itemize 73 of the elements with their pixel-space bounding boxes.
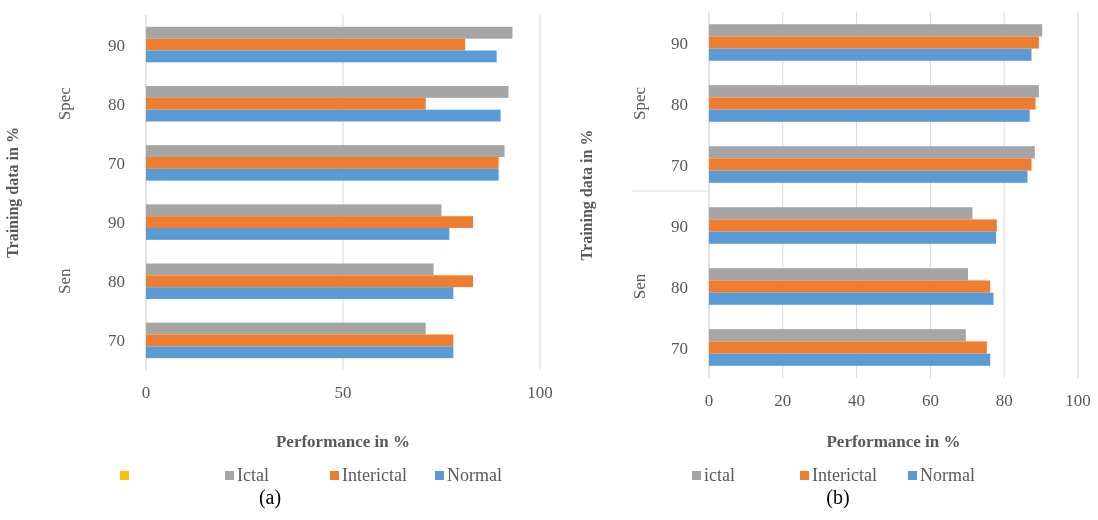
bar [146, 109, 501, 122]
bar [709, 170, 1028, 183]
x-axis-title: Performance in % [826, 432, 961, 451]
x-tick-label: 100 [1065, 391, 1091, 410]
text: Sen [55, 268, 74, 294]
y-tick-label: 70 [671, 155, 688, 175]
bar [146, 86, 509, 98]
y-tick-label: 80 [671, 277, 688, 297]
x-tick-label: 20 [774, 391, 792, 410]
y-axis-title: Training data in % [578, 129, 596, 261]
bar [146, 228, 450, 240]
bar [709, 219, 997, 232]
bar [146, 97, 426, 110]
y-tick-label: 70 [108, 153, 125, 173]
bar [146, 168, 499, 181]
bar [709, 36, 1039, 49]
bar [709, 146, 1035, 159]
y-tick-label: 80 [108, 94, 125, 114]
x-tick-label: 60 [921, 391, 939, 410]
bar [146, 334, 454, 347]
y-tick-label: 90 [671, 33, 688, 53]
bar [146, 204, 442, 217]
text: Sen [630, 273, 649, 300]
bar [709, 280, 991, 293]
legend-label: ictal [704, 465, 735, 485]
text: Spec [630, 86, 649, 121]
bar [146, 322, 426, 335]
legend-label: Ictal [237, 465, 269, 485]
bar [146, 216, 474, 228]
bar [146, 287, 454, 299]
bar [709, 329, 966, 342]
text: Spec [55, 86, 74, 121]
bar [146, 263, 434, 276]
bar [709, 353, 991, 366]
x-tick-label: 0 [704, 391, 714, 410]
legend-label: Interictal [812, 465, 877, 485]
legend-label: Normal [920, 465, 975, 485]
bar [709, 207, 973, 220]
x-tick-label: 0 [141, 383, 151, 402]
bar [709, 268, 969, 281]
bar [709, 24, 1043, 37]
x-tick-label: 50 [334, 383, 352, 402]
y-tick-label: 80 [671, 94, 688, 114]
y-axis-title: Training data in % [4, 127, 22, 258]
bar [146, 50, 497, 63]
x-tick-label: 100 [527, 383, 553, 402]
bar [146, 157, 499, 169]
bar [709, 109, 1030, 122]
text: (b) [826, 486, 850, 509]
bar [709, 341, 987, 354]
bar [709, 97, 1036, 110]
x-tick-label: 40 [848, 391, 866, 410]
bar [146, 26, 513, 39]
bar [146, 38, 466, 51]
x-axis-title: Performance in % [275, 432, 411, 451]
text: (a) [258, 486, 282, 509]
bar [709, 48, 1032, 61]
y-tick-label: 70 [671, 338, 688, 358]
legend-label: Interictal [342, 465, 407, 485]
bar [146, 275, 474, 288]
bar [709, 158, 1032, 171]
x-tick-label: 80 [995, 391, 1013, 410]
legend-label: Normal [447, 465, 502, 485]
bar [709, 292, 994, 305]
y-tick-label: 90 [108, 213, 125, 233]
y-tick-label: 90 [108, 35, 125, 55]
bar [146, 145, 505, 157]
bar [709, 85, 1039, 98]
y-tick-label: 70 [108, 331, 125, 351]
y-tick-label: 80 [108, 272, 125, 292]
y-tick-label: 90 [671, 216, 688, 236]
bar [709, 231, 997, 244]
bar [146, 346, 454, 359]
